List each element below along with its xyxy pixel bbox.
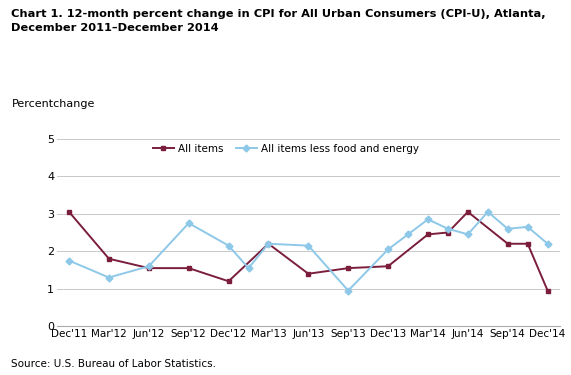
- All items less food and energy: [185, 221, 192, 225]
- All items less food and energy: [265, 242, 272, 246]
- All items: [504, 242, 511, 246]
- Text: Percentchange: Percentchange: [11, 99, 95, 109]
- All items less food and energy: [484, 210, 491, 214]
- All items less food and energy: [444, 226, 451, 231]
- All items less food and energy: [345, 288, 352, 293]
- All items: [185, 266, 192, 270]
- Legend: All items, All items less food and energy: All items, All items less food and energ…: [153, 144, 419, 154]
- Line: All items less food and energy: All items less food and energy: [67, 210, 550, 293]
- All items less food and energy: [106, 275, 112, 280]
- All items less food and energy: [385, 247, 392, 252]
- All items: [345, 266, 352, 270]
- All items: [146, 266, 152, 270]
- Line: All items: All items: [67, 210, 550, 293]
- All items less food and energy: [425, 217, 432, 222]
- All items: [385, 264, 392, 268]
- All items: [66, 210, 73, 214]
- All items less food and energy: [524, 225, 531, 229]
- All items less food and energy: [504, 226, 511, 231]
- All items less food and energy: [464, 232, 471, 237]
- All items: [106, 256, 112, 261]
- Text: Source: U.S. Bureau of Labor Statistics.: Source: U.S. Bureau of Labor Statistics.: [11, 359, 216, 369]
- All items less food and energy: [66, 258, 73, 263]
- Text: Chart 1. 12-month percent change in CPI for All Urban Consumers (CPI-U), Atlanta: Chart 1. 12-month percent change in CPI …: [11, 9, 546, 20]
- All items less food and energy: [305, 243, 312, 248]
- All items: [225, 279, 232, 284]
- All items: [444, 230, 451, 235]
- All items less food and energy: [245, 266, 252, 270]
- All items less food and energy: [405, 232, 412, 237]
- All items: [524, 242, 531, 246]
- All items: [305, 272, 312, 276]
- All items: [544, 288, 551, 293]
- All items less food and energy: [544, 242, 551, 246]
- All items less food and energy: [225, 243, 232, 248]
- All items: [425, 232, 432, 237]
- All items: [265, 242, 272, 246]
- All items: [464, 210, 471, 214]
- All items less food and energy: [146, 264, 152, 268]
- Text: December 2011–December 2014: December 2011–December 2014: [11, 23, 219, 33]
